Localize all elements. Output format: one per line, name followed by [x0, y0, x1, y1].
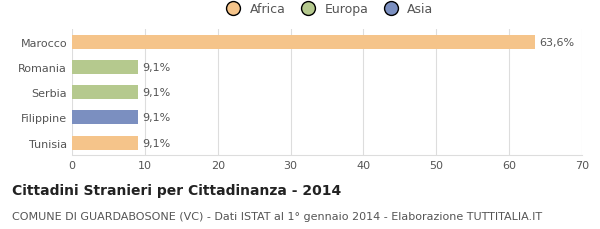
Text: COMUNE DI GUARDABOSONE (VC) - Dati ISTAT al 1° gennaio 2014 - Elaborazione TUTTI: COMUNE DI GUARDABOSONE (VC) - Dati ISTAT… — [12, 211, 542, 221]
Bar — [72, 35, 535, 49]
Bar — [72, 136, 139, 150]
Bar — [72, 111, 139, 125]
Text: 9,1%: 9,1% — [142, 63, 170, 73]
Bar — [72, 61, 139, 74]
Text: 9,1%: 9,1% — [142, 113, 170, 123]
Bar — [72, 86, 139, 100]
Text: 9,1%: 9,1% — [142, 88, 170, 98]
Text: 9,1%: 9,1% — [142, 138, 170, 148]
Text: Cittadini Stranieri per Cittadinanza - 2014: Cittadini Stranieri per Cittadinanza - 2… — [12, 183, 341, 197]
Text: 63,6%: 63,6% — [539, 37, 574, 47]
Legend: Africa, Europa, Asia: Africa, Europa, Asia — [216, 0, 438, 21]
